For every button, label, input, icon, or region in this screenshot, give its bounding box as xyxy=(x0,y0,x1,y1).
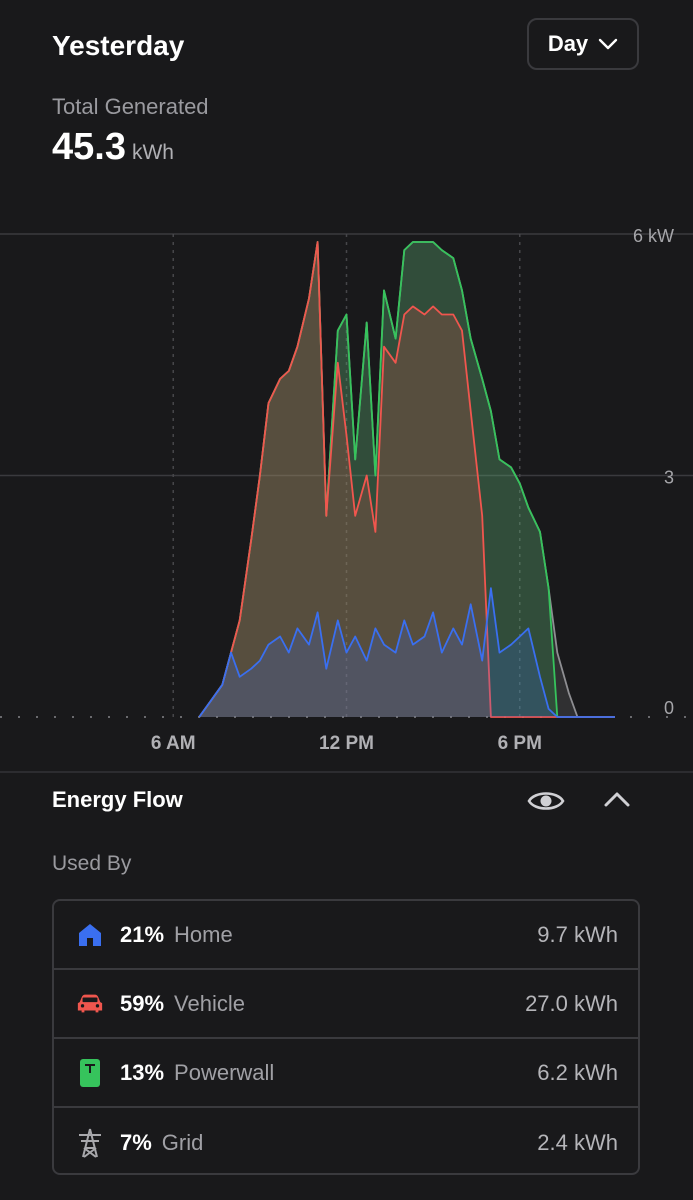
x-tick-label-1: 12 PM xyxy=(319,733,374,754)
y-tick-label-1: 3 xyxy=(664,468,674,488)
car-icon xyxy=(76,990,104,1018)
vehicle-series-line xyxy=(198,241,615,718)
powerwall-percent: 13% xyxy=(120,1059,165,1085)
y-tick-label-2: 0 xyxy=(664,698,674,718)
usage-row-powerwall[interactable]: 13% Powerwall 6.2 kWh xyxy=(54,1039,638,1108)
vehicle-label: Vehicle xyxy=(174,990,245,1016)
used-by-label: Used By xyxy=(52,852,132,875)
powerwall-label: Powerwall xyxy=(174,1059,275,1085)
grid-percent: 7% xyxy=(120,1129,152,1155)
y-tick-label-0: 6 kW xyxy=(633,226,674,246)
total-generated-value: 45.3 kWh xyxy=(52,126,174,169)
home-series-line xyxy=(198,587,615,718)
powerwall-icon xyxy=(76,1058,104,1087)
page-title: Yesterday xyxy=(52,30,185,61)
x-tick-label-2: 6 PM xyxy=(498,733,542,754)
home-value: 9.7 kWh xyxy=(537,921,618,947)
chevron-down-icon xyxy=(598,38,618,50)
usage-row-grid[interactable]: 7% Grid 2.4 kWh xyxy=(54,1108,638,1173)
powerwall-series-area xyxy=(199,242,615,717)
section-divider xyxy=(0,771,693,773)
energy-usage-list: 21% Home 9.7 kWh 59% Vehicle 27.0 kWh 13… xyxy=(52,899,640,1175)
usage-row-vehicle[interactable]: 59% Vehicle 27.0 kWh xyxy=(54,970,638,1039)
eye-icon[interactable] xyxy=(527,786,565,816)
x-tick-label-0: 6 AM xyxy=(151,733,196,754)
home-series-area xyxy=(199,588,615,717)
vehicle-series-area xyxy=(199,242,615,717)
energy-chart: 6 kW 3 0 6 AM 12 PM 6 PM xyxy=(0,226,693,754)
grid-label: Grid xyxy=(161,1129,204,1155)
chevron-up-icon[interactable] xyxy=(602,788,632,812)
home-percent: 21% xyxy=(120,921,165,947)
usage-row-home[interactable]: 21% Home 9.7 kWh xyxy=(54,901,638,970)
total-generated-label: Total Generated xyxy=(52,94,209,119)
total-value-unit: kWh xyxy=(131,141,174,164)
range-label: Day xyxy=(547,31,589,56)
total-generation-series-area xyxy=(199,242,615,717)
grid-tower-icon xyxy=(76,1128,104,1158)
home-label: Home xyxy=(174,921,233,947)
vehicle-value: 27.0 kWh xyxy=(525,990,618,1016)
energy-flow-title: Energy Flow xyxy=(52,787,183,812)
grid-value: 2.4 kWh xyxy=(537,1129,618,1155)
home-icon xyxy=(76,921,104,949)
powerwall-value: 6.2 kWh xyxy=(537,1059,618,1085)
vehicle-percent: 59% xyxy=(120,990,165,1016)
range-dropdown[interactable]: Day xyxy=(527,18,639,70)
total-value-number: 45.3 xyxy=(52,126,126,168)
